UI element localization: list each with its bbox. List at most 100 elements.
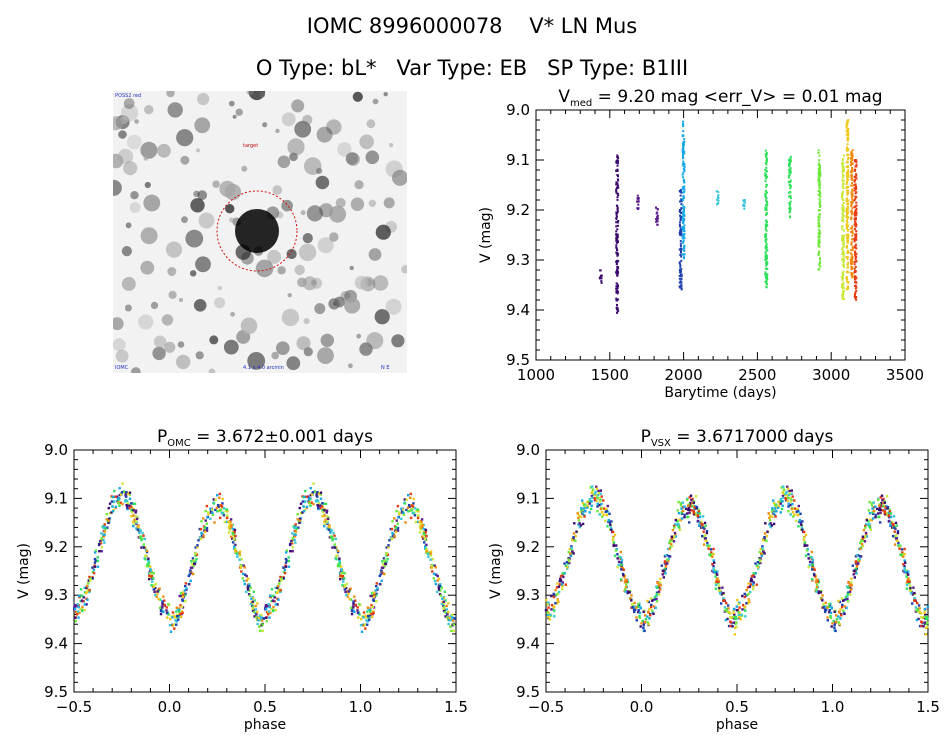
data-point: [369, 615, 372, 619]
data-point: [248, 594, 252, 597]
data-point: [788, 202, 791, 205]
data-point: [598, 500, 602, 503]
data-point: [322, 511, 325, 514]
data-point: [678, 248, 681, 251]
data-point: [845, 126, 848, 129]
data-point: [251, 606, 255, 609]
data-point: [782, 496, 785, 499]
data-point: [364, 623, 367, 626]
data-point: [924, 633, 928, 636]
data-point: [789, 185, 792, 188]
field-star: [300, 210, 306, 216]
data-point: [163, 599, 166, 602]
data-point: [268, 616, 271, 619]
data-point: [669, 539, 672, 542]
data-point: [868, 523, 871, 526]
data-point: [681, 506, 685, 509]
data-point: [277, 598, 280, 601]
data-point: [214, 498, 217, 501]
data-point: [134, 515, 138, 518]
data-point: [88, 575, 91, 579]
data-point: [842, 253, 845, 256]
data-point: [664, 565, 668, 568]
data-point: [841, 225, 844, 228]
data-point: [615, 233, 618, 236]
data-point: [590, 500, 593, 503]
data-point: [93, 561, 97, 564]
data-point: [574, 535, 577, 538]
data-point: [103, 530, 107, 534]
data-point: [291, 532, 294, 535]
data-point: [765, 226, 767, 229]
data-point: [291, 550, 294, 553]
field-star: [317, 347, 334, 364]
data-point: [619, 557, 622, 561]
data-point: [797, 525, 800, 528]
data-point: [140, 546, 143, 549]
data-point: [765, 184, 768, 187]
data-point: [411, 504, 414, 507]
data-point: [338, 559, 341, 562]
data-point: [648, 608, 651, 611]
data-point: [879, 511, 882, 514]
data-point: [266, 605, 269, 608]
data-point: [854, 275, 857, 278]
data-point: [185, 588, 188, 591]
data-point: [854, 254, 857, 256]
title-text: = 3.6717000 days: [671, 427, 834, 447]
data-point: [233, 545, 236, 548]
field-star: [118, 130, 127, 139]
data-point: [323, 520, 326, 523]
data-point: [762, 550, 765, 553]
data-point: [143, 537, 146, 541]
data-point: [405, 498, 408, 501]
data-point: [196, 546, 199, 549]
data-point: [136, 528, 139, 531]
data-point: [617, 174, 619, 177]
data-point: [350, 612, 354, 616]
plot-frame: [535, 109, 906, 361]
title-text: = 9.20 mag <err_V> = 0.01 mag: [592, 87, 882, 107]
field-star: [246, 91, 254, 96]
y-axis-label: V (mag): [488, 543, 504, 599]
data-point: [801, 520, 804, 523]
data-point: [600, 502, 603, 506]
data-point: [236, 552, 239, 556]
data-point: [391, 520, 394, 523]
data-point: [596, 510, 599, 513]
data-point: [759, 547, 762, 551]
data-point: [577, 519, 581, 522]
x-tick-label: 0.0: [630, 698, 654, 716]
data-point: [692, 501, 695, 504]
data-point: [851, 238, 854, 241]
data-point: [850, 584, 853, 587]
data-point: [765, 262, 768, 265]
target-ring: [216, 190, 298, 272]
data-point: [600, 495, 603, 498]
data-point: [312, 502, 315, 506]
data-point: [372, 611, 375, 614]
data-point: [841, 204, 844, 207]
data-point: [763, 552, 766, 555]
data-point: [765, 234, 768, 237]
data-point: [584, 506, 587, 509]
data-point: [649, 605, 653, 609]
data-point: [718, 586, 721, 590]
data-point: [564, 583, 567, 586]
data-point: [850, 173, 853, 176]
data-point: [231, 537, 234, 540]
data-point: [766, 157, 768, 160]
field-star: [113, 153, 124, 169]
data-point: [609, 528, 613, 531]
data-point: [829, 611, 833, 615]
data-point: [559, 575, 563, 578]
data-point: [649, 614, 652, 617]
data-point: [682, 230, 685, 232]
data-point: [589, 507, 593, 511]
data-point: [679, 214, 682, 217]
data-point: [126, 502, 129, 505]
data-point: [193, 560, 196, 563]
data-point: [835, 614, 838, 617]
data-point: [782, 490, 785, 493]
data-point: [854, 205, 857, 208]
